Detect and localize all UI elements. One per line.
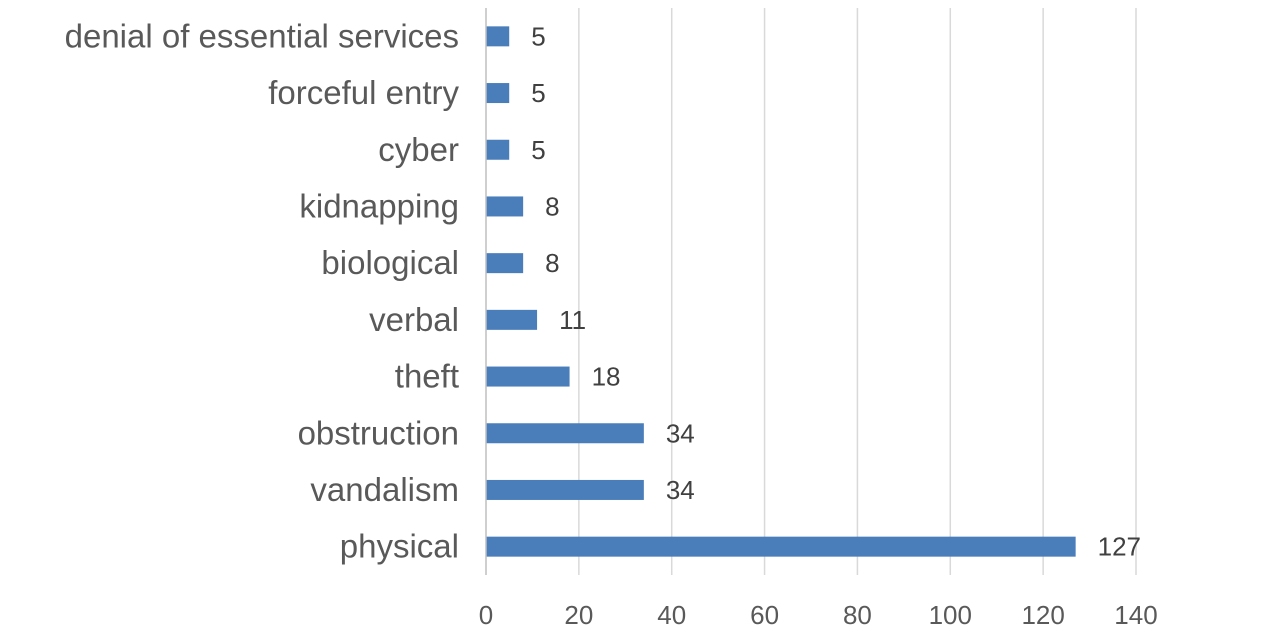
- x-tick-label: 80: [843, 600, 872, 630]
- x-tick-label: 20: [564, 600, 593, 630]
- bars: [486, 26, 1076, 557]
- bar-denial-of-essential-services: [486, 26, 510, 47]
- category-label: forceful entry: [268, 74, 459, 111]
- data-label: 18: [592, 362, 621, 392]
- bar-obstruction: [486, 423, 644, 444]
- data-label: 127: [1098, 532, 1141, 562]
- category-label: obstruction: [298, 414, 459, 451]
- bar-verbal: [486, 309, 538, 330]
- x-tick-label: 100: [929, 600, 972, 630]
- x-tick-label: 60: [750, 600, 779, 630]
- data-label: 8: [545, 191, 559, 221]
- category-label: biological: [321, 244, 459, 281]
- bar-forceful-entry: [486, 83, 510, 104]
- data-label: 8: [545, 248, 559, 278]
- category-label: theft: [395, 358, 459, 395]
- data-label: 34: [666, 475, 695, 505]
- gridlines: [578, 8, 1137, 575]
- data-label: 34: [666, 418, 695, 448]
- bar-cyber: [486, 139, 510, 160]
- category-label: cyber: [378, 131, 459, 168]
- category-label: denial of essential services: [65, 17, 459, 54]
- bar-theft: [486, 366, 570, 387]
- category-label: physical: [340, 528, 459, 565]
- x-tick-label: 120: [1021, 600, 1064, 630]
- x-tick-label: 140: [1114, 600, 1157, 630]
- category-label: kidnapping: [299, 187, 459, 224]
- data-label: 5: [531, 21, 545, 51]
- data-label: 5: [531, 135, 545, 165]
- data-label: 5: [531, 78, 545, 108]
- bar-vandalism: [486, 479, 644, 500]
- x-tick-label: 0: [479, 600, 493, 630]
- labels: 0 20 40 60 80 100 120 140 physical 127 vandalism 34…: [65, 17, 1158, 630]
- category-label: verbal: [369, 301, 459, 338]
- bar-biological: [486, 253, 524, 274]
- x-tick-label: 40: [657, 600, 686, 630]
- data-label: 11: [559, 305, 586, 335]
- category-label: vandalism: [310, 471, 459, 508]
- bar-physical: [486, 536, 1076, 557]
- bar-kidnapping: [486, 196, 524, 217]
